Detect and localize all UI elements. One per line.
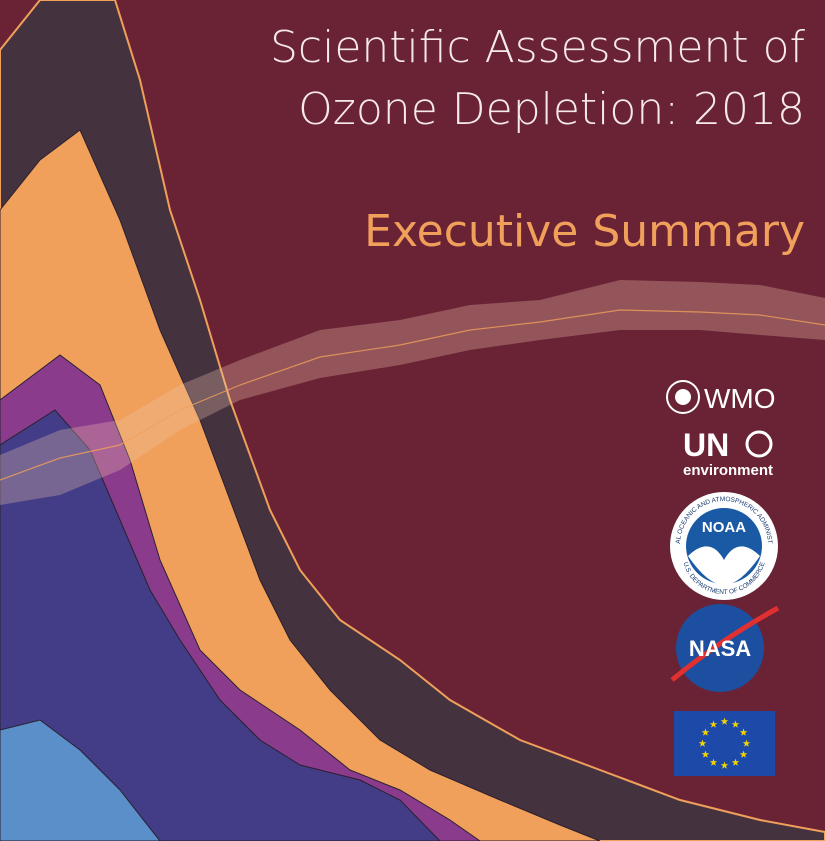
ozone-band	[0, 280, 825, 505]
nasa-logo: NASA	[689, 636, 751, 661]
un-emblem	[745, 430, 773, 458]
layer-light-blue	[0, 719, 161, 841]
eu-star	[731, 720, 740, 728]
eu-star	[739, 750, 748, 758]
un-logo: UN	[683, 427, 729, 463]
eu-star	[739, 728, 748, 736]
title: Ozone Depletion: 2018	[298, 84, 805, 135]
eu-star	[742, 739, 751, 747]
nasa-disc	[676, 604, 764, 692]
ozone-line	[0, 309, 825, 481]
eu-star	[701, 750, 710, 758]
eu-star	[701, 728, 710, 736]
eu-stars	[698, 717, 751, 769]
title: Scientific Assessment of	[270, 22, 806, 73]
wmo-emblem	[666, 380, 700, 414]
wmo-globe	[675, 389, 691, 405]
eu-star	[698, 739, 707, 747]
noaa-logo: NOAA	[702, 519, 746, 536]
wmo-logo: WMO	[704, 383, 776, 414]
eu-star	[720, 761, 729, 769]
eu-star	[731, 758, 740, 766]
eu-star	[709, 720, 718, 728]
eu-star	[720, 717, 729, 725]
layer-blue	[0, 409, 441, 841]
nasa-vector	[670, 605, 780, 682]
eu-star	[709, 758, 718, 766]
noaa-bird	[688, 546, 760, 585]
un-sub: environment	[683, 462, 773, 479]
subtitle: Executive Summary	[364, 206, 805, 257]
